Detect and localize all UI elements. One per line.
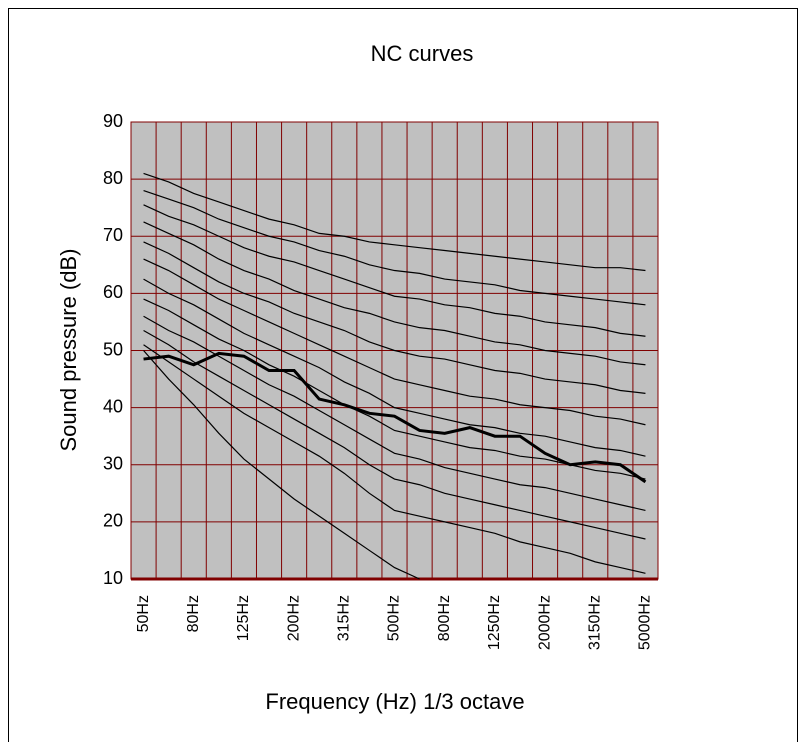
x-tick-label: 500Hz	[386, 595, 403, 641]
x-tick-label: 3150Hz	[586, 595, 603, 650]
nc-curve	[143, 351, 647, 484]
nc-curve	[143, 329, 646, 540]
x-tick-label: 315Hz	[336, 595, 353, 641]
y-tick-label: 20	[103, 511, 123, 531]
y-axis-label: Sound pressure (dB)	[56, 249, 81, 452]
nc-curve	[143, 241, 646, 394]
x-tick-label: 50Hz	[135, 595, 152, 632]
y-tick-label: 30	[103, 454, 123, 474]
y-tick-label: 40	[103, 396, 123, 416]
x-tick-label: 80Hz	[185, 595, 202, 632]
y-tick-label: 70	[103, 225, 123, 245]
y-tick-label: 90	[103, 111, 123, 131]
nc-curve	[143, 189, 646, 306]
nc-curve	[143, 258, 646, 426]
chart-title: NC curves	[371, 41, 474, 66]
y-tick-label: 60	[103, 282, 123, 302]
x-tick-label: 125Hz	[235, 595, 252, 641]
x-tick-label: 5000Hz	[637, 595, 654, 650]
x-axis-label: Frequency (Hz) 1/3 octave	[265, 689, 524, 714]
y-tick-label: 80	[103, 168, 123, 188]
x-tick-label: 1250Hz	[486, 595, 503, 650]
y-tick-label: 50	[103, 339, 123, 359]
nc-curve	[143, 344, 646, 574]
nc-curve	[143, 298, 646, 480]
nc-curve	[143, 315, 646, 512]
nc-curve	[143, 172, 646, 272]
nc-curve	[143, 221, 646, 366]
x-tick-label: 200Hz	[285, 595, 302, 641]
nc-curve	[143, 204, 646, 337]
x-tick-label: 2000Hz	[536, 595, 553, 650]
x-tick-label: 800Hz	[436, 595, 453, 641]
nc-curve	[143, 350, 420, 580]
nc-curve	[143, 278, 646, 457]
y-tick-label: 10	[103, 568, 123, 588]
